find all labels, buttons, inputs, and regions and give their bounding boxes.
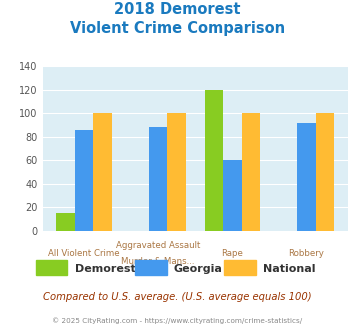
Text: National: National (263, 264, 315, 274)
Text: All Violent Crime: All Violent Crime (48, 249, 120, 258)
Text: Georgia: Georgia (174, 264, 223, 274)
Bar (56, 213, 75, 231)
Text: Robbery: Robbery (288, 249, 324, 258)
Text: Murder & Mans...: Murder & Mans... (121, 257, 195, 266)
Bar (297, 122, 316, 231)
Text: Compared to U.S. average. (U.S. average equals 100): Compared to U.S. average. (U.S. average … (43, 292, 312, 302)
Text: Aggravated Assault: Aggravated Assault (116, 241, 201, 250)
Bar (75, 130, 93, 231)
Bar (168, 113, 186, 231)
Bar (93, 113, 112, 231)
Bar (241, 113, 260, 231)
Text: Demorest: Demorest (75, 264, 135, 274)
Bar (316, 113, 334, 231)
Text: 2018 Demorest: 2018 Demorest (114, 2, 241, 16)
Bar (223, 160, 241, 231)
Text: © 2025 CityRating.com - https://www.cityrating.com/crime-statistics/: © 2025 CityRating.com - https://www.city… (53, 317, 302, 324)
Bar (204, 89, 223, 231)
Bar (149, 127, 168, 231)
Text: Rape: Rape (221, 249, 243, 258)
Text: Violent Crime Comparison: Violent Crime Comparison (70, 21, 285, 36)
